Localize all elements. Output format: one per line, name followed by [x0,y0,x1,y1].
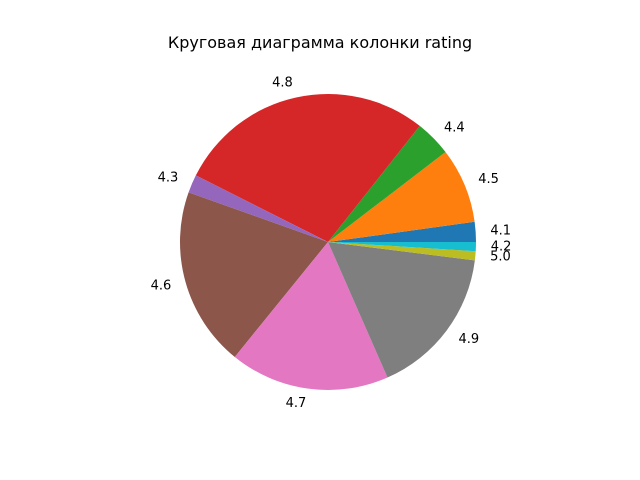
chart-title: Круговая диаграмма колонки rating [167,33,473,52]
pie-label-4.5: 4.5 [478,172,499,187]
pie-slice-4.9 [328,242,475,378]
pie-slice-4.7 [234,242,388,390]
pie-label-4.8: 4.8 [272,76,293,91]
pie-slice-5.0 [328,242,476,261]
pie-label-4.4: 4.4 [444,120,465,135]
pie-slice-4.3 [188,175,328,242]
pie-slice-4.1 [328,221,476,242]
pie-labels: 4.1 4.5 4.4 4.8 4.3 4.6 4.7 4.9 5.04.2 [151,76,512,411]
pie-label-4.7: 4.7 [286,396,307,411]
pie-slice-4.6 [179,192,328,357]
pie-label-4.9: 4.9 [459,332,480,347]
pie-slice-4.4 [328,125,446,242]
pie-slice-4.8 [195,94,420,243]
pie-label-4.3: 4.3 [158,170,179,185]
pie-slice-4.2 [328,242,476,252]
pie-slice-4.5 [328,152,475,242]
pie-label-4.6: 4.6 [151,279,172,294]
pie-label-5.0: 5.0 [490,250,511,265]
pie-slices [179,94,476,390]
pie-label-4.1: 4.1 [490,223,511,238]
pie-label-4.2: 4.2 [491,240,512,255]
